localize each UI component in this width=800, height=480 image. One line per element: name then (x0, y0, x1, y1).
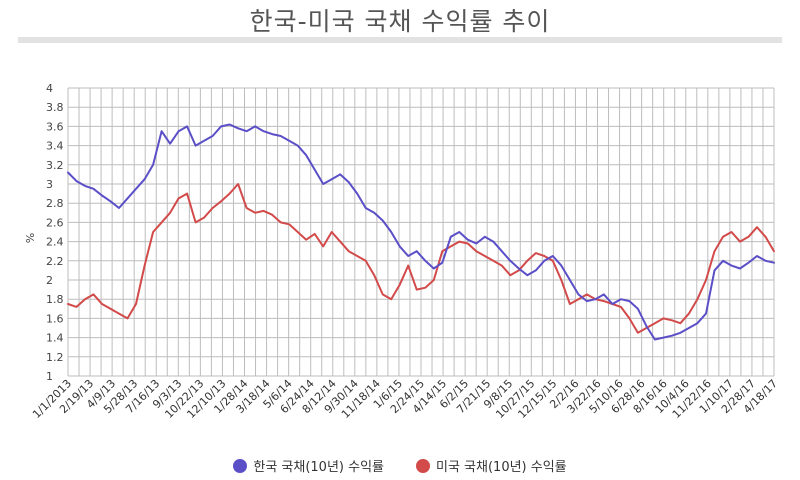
series-line-korea (67, 123, 775, 341)
y-tick-label: 1.8 (46, 293, 64, 306)
series-line-us (67, 183, 775, 334)
y-tick-label: 2 (46, 274, 53, 287)
y-tick-label: 3.8 (46, 101, 64, 114)
chart-legend: 한국 국채(10년) 수익률 미국 국채(10년) 수익률 (0, 456, 800, 475)
y-tick-label: 1.6 (46, 312, 64, 325)
legend-marker-korea (233, 458, 248, 473)
legend-item-korea[interactable]: 한국 국채(10년) 수익률 (233, 456, 384, 475)
y-tick-label: 3.6 (46, 120, 64, 133)
y-tick-label: 2.4 (46, 236, 64, 249)
y-axis-label: % (24, 233, 37, 243)
y-tick-label: 3.2 (46, 159, 64, 172)
y-tick-label: 3.4 (46, 140, 64, 153)
y-tick-label: 1 (46, 370, 53, 383)
y-tick-label: 2.6 (46, 216, 64, 229)
y-tick-label: 1.2 (46, 351, 64, 364)
legend-label-us: 미국 국채(10년) 수익률 (436, 460, 567, 475)
title-divider (18, 37, 782, 43)
y-tick-label: 2.2 (46, 255, 64, 268)
y-tick-label: 1.4 (46, 332, 64, 345)
chart-title: 한국-미국 국채 수익률 추이 (249, 7, 551, 36)
legend-label-korea: 한국 국채(10년) 수익률 (253, 460, 384, 475)
y-tick-label: 2.8 (46, 197, 64, 210)
y-tick-label: 3 (46, 178, 53, 191)
y-tick-label: 4 (46, 82, 53, 95)
legend-marker-us (416, 458, 430, 473)
legend-item-us[interactable]: 미국 국채(10년) 수익률 (416, 456, 567, 475)
